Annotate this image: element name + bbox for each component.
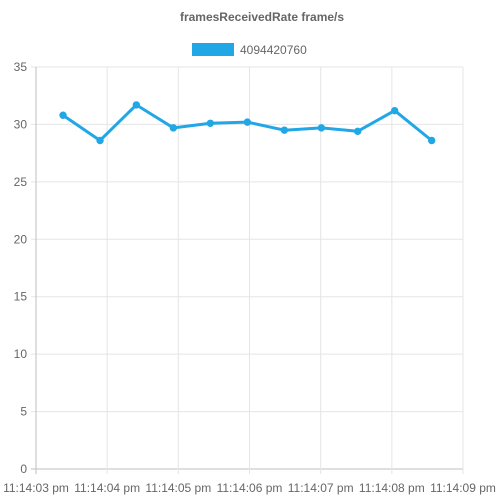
y-axis-ticks: 0 5 10 15 20 25 30 35 [14, 60, 28, 476]
data-point[interactable] [96, 136, 104, 145]
y-tick-label: 0 [20, 462, 27, 476]
x-tick-label: 11:14:06 pm [217, 481, 283, 495]
x-axis-ticks: 11:14:03 pm 11:14:04 pm 11:14:05 pm 11:14:0… [3, 481, 496, 495]
y-gridlines [31, 66, 463, 470]
x-tick-label: 11:14:09 pm [430, 481, 496, 495]
y-tick-label: 15 [14, 290, 28, 304]
data-point[interactable] [59, 111, 67, 119]
data-point[interactable] [243, 118, 252, 126]
data-point[interactable] [317, 124, 326, 132]
data-point[interactable] [390, 106, 399, 115]
y-tick-label: 20 [14, 232, 28, 246]
y-tick-label: 25 [14, 175, 28, 189]
data-point[interactable] [353, 127, 362, 136]
chart-title: framesReceivedRate frame/s [180, 10, 344, 24]
data-point[interactable] [169, 124, 178, 132]
y-tick-label: 35 [14, 60, 28, 74]
data-point[interactable] [280, 126, 289, 134]
x-tick-label: 11:14:05 pm [145, 481, 211, 495]
y-tick-label: 5 [20, 405, 27, 419]
legend-swatch[interactable] [192, 43, 234, 56]
data-point[interactable] [132, 101, 141, 109]
legend[interactable]: 4094420760 [192, 43, 307, 57]
data-point[interactable] [427, 136, 436, 145]
legend-label[interactable]: 4094420760 [240, 43, 307, 57]
x-gridlines [35, 67, 464, 474]
x-tick-label: 11:14:08 pm [359, 481, 425, 495]
y-tick-label: 10 [14, 347, 28, 361]
series-group [59, 101, 436, 145]
x-tick-label: 11:14:03 pm [3, 481, 69, 495]
data-point[interactable] [206, 119, 215, 127]
x-tick-label: 11:14:04 pm [74, 481, 140, 495]
y-tick-label: 30 [14, 117, 28, 131]
x-tick-label: 11:14:07 pm [288, 481, 354, 495]
